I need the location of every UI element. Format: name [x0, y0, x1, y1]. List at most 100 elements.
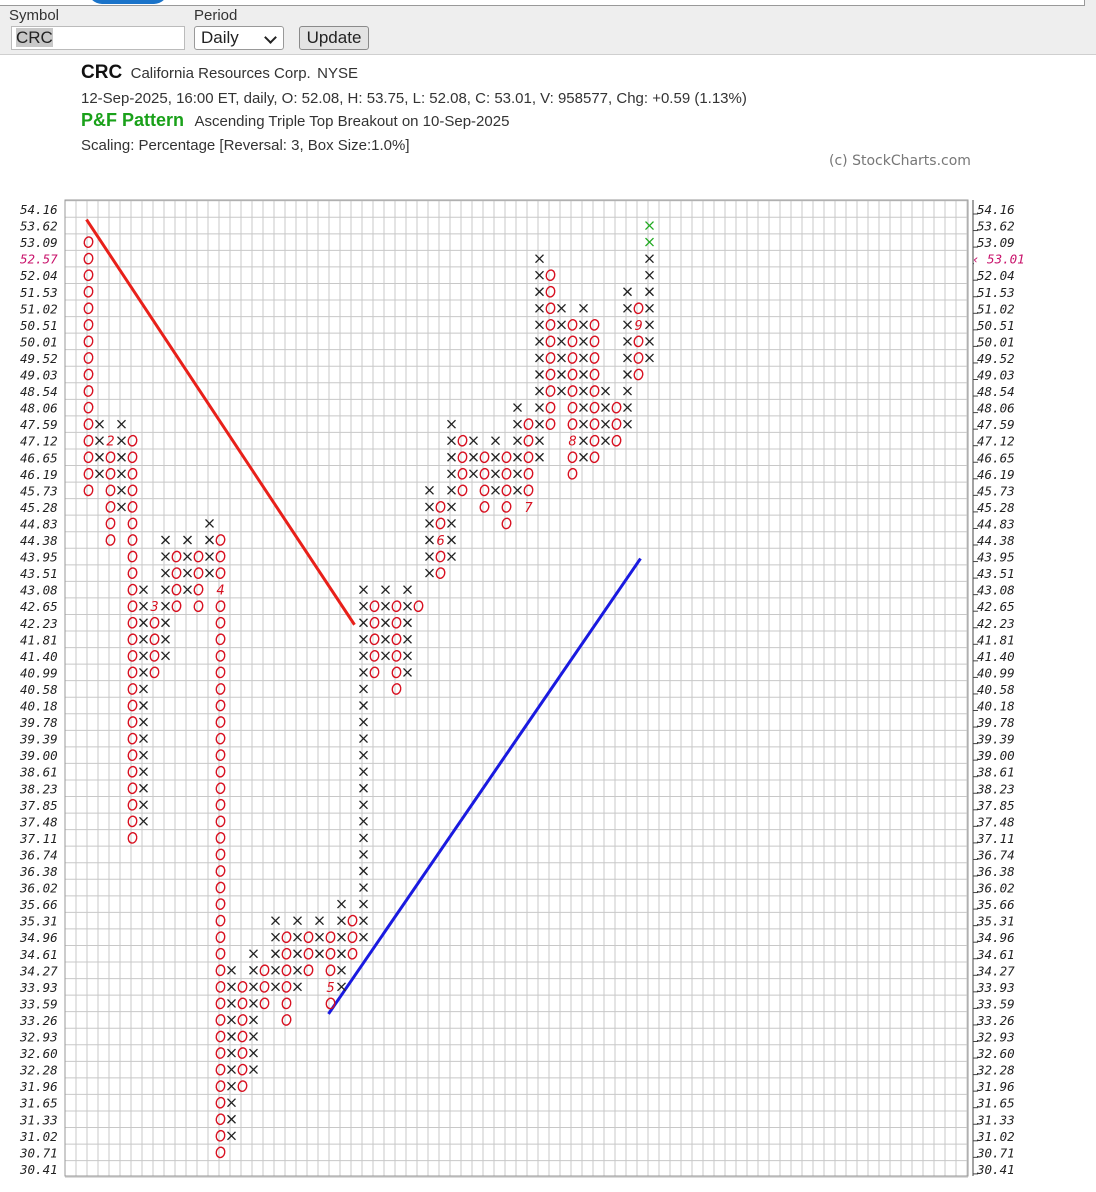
- right-tick-label: 49.03: [977, 368, 1015, 383]
- x-stroke: [425, 535, 434, 545]
- x-column: [337, 899, 346, 992]
- x-mark: [535, 419, 544, 429]
- x-mark: [205, 552, 214, 562]
- right-tick-label: 33.59: [976, 996, 1015, 1011]
- x-mark: [447, 552, 456, 562]
- x-mark: [139, 767, 148, 777]
- x-column: [623, 287, 632, 429]
- x-mark: [623, 303, 632, 313]
- x-stroke: [403, 585, 412, 595]
- pattern-description: Ascending Triple Top Breakout on 10-Sep-…: [194, 113, 510, 130]
- o-mark: [259, 980, 270, 993]
- o-mark: [215, 914, 226, 927]
- o-column: [303, 931, 314, 977]
- o-mark: [127, 467, 138, 480]
- x-stroke: [403, 618, 412, 628]
- o-column: [127, 434, 138, 844]
- o-mark: [391, 683, 402, 695]
- x-mark: [139, 800, 148, 810]
- period-select[interactable]: Daily: [194, 26, 284, 50]
- x-stroke: [469, 436, 478, 446]
- left-tick-label: 33.26: [19, 1013, 58, 1028]
- x-stroke: [337, 982, 346, 992]
- o-mark: [633, 335, 644, 348]
- x-mark: [557, 353, 566, 363]
- x-mark: [579, 303, 588, 313]
- right-tick-label: 34.96: [976, 930, 1015, 945]
- x-stroke: [579, 403, 588, 413]
- o-mark: [127, 633, 138, 646]
- x-mark: [623, 353, 632, 363]
- x-mark: [271, 982, 280, 992]
- symbol-input[interactable]: CRC: [11, 26, 185, 50]
- o-mark: [567, 418, 578, 431]
- o-mark: [105, 517, 116, 530]
- x-mark: [227, 982, 236, 992]
- x-mark: [359, 767, 368, 777]
- title-line: CRC California Resources Corp. NYSE: [81, 62, 358, 84]
- x-stroke: [425, 485, 434, 495]
- x-mark: [359, 618, 368, 628]
- x-mark: [359, 651, 368, 661]
- o-mark: [589, 385, 600, 397]
- o-mark: [501, 517, 512, 530]
- o-mark: [567, 451, 578, 464]
- o-mark: [237, 1014, 248, 1026]
- right-tick-label: 39.00: [976, 748, 1015, 763]
- x-stroke: [535, 303, 544, 313]
- x-stroke: [95, 419, 104, 429]
- x-mark: [337, 949, 346, 959]
- right-tick-label: 53.62: [977, 219, 1015, 234]
- o-mark: [391, 649, 402, 662]
- x-mark: [161, 618, 170, 628]
- right-tick-label: 31.65: [976, 1096, 1015, 1111]
- left-tick-label: 31.96: [19, 1079, 58, 1094]
- x-mark: [535, 303, 544, 313]
- x-stroke: [623, 303, 632, 313]
- x-column: [205, 518, 214, 578]
- x-mark: [645, 336, 654, 346]
- x-mark: [271, 916, 280, 926]
- x-stroke: [645, 303, 654, 313]
- ticker: CRC: [81, 62, 123, 83]
- x-mark: [425, 568, 434, 578]
- x-mark: [227, 965, 236, 975]
- exchange: NYSE: [317, 65, 359, 82]
- x-stroke: [227, 1081, 236, 1091]
- x-mark: [139, 717, 148, 727]
- x-stroke: [117, 469, 126, 479]
- o-mark: [215, 980, 226, 993]
- x-mark: [535, 370, 544, 379]
- x-stroke: [469, 452, 478, 462]
- x-mark: [557, 370, 566, 379]
- o-mark: [633, 352, 644, 364]
- right-tick-label: 49.52: [977, 351, 1015, 366]
- x-column: [601, 386, 610, 446]
- update-button[interactable]: Update: [299, 26, 369, 50]
- x-stroke: [161, 618, 170, 628]
- x-stroke: [447, 552, 456, 562]
- left-tick-label: 30.41: [19, 1162, 58, 1177]
- o-mark: [523, 418, 534, 431]
- o-mark: [611, 401, 622, 414]
- x-column: [403, 585, 412, 677]
- x-column: [249, 949, 258, 1075]
- left-tick-label: 39.39: [19, 732, 58, 747]
- o-mark: [435, 550, 446, 563]
- x-stroke: [557, 336, 566, 346]
- x-mark: [315, 916, 324, 926]
- o-mark: [127, 517, 138, 530]
- o-mark: [347, 931, 358, 944]
- o-mark: [237, 1047, 248, 1059]
- x-stroke: [645, 287, 654, 297]
- x-stroke: [535, 403, 544, 413]
- o-mark: [589, 434, 600, 447]
- x-mark: [579, 320, 588, 330]
- x-mark: [579, 353, 588, 363]
- o-mark: [523, 467, 534, 480]
- support-trendline: [327, 557, 642, 1015]
- right-tick-label: 36.02: [976, 881, 1015, 896]
- plot-border: [64, 199, 969, 1177]
- o-mark: [633, 302, 644, 315]
